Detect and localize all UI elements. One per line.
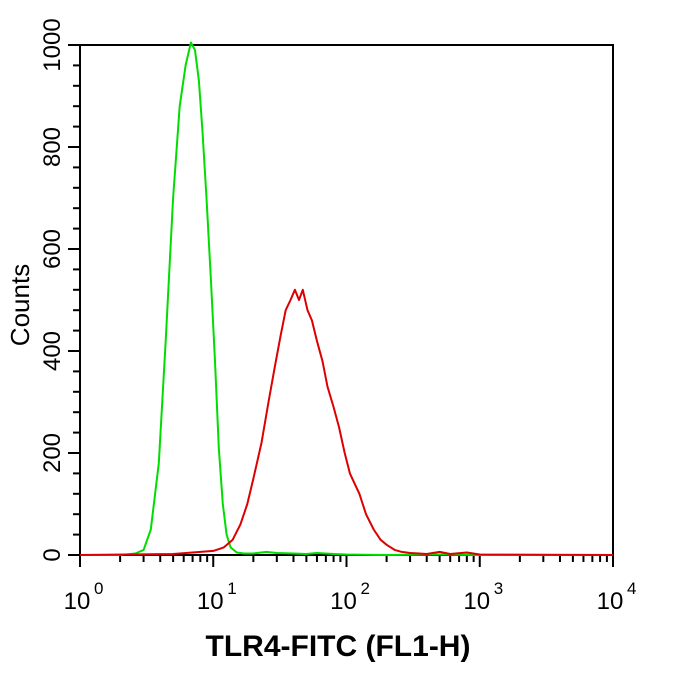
y-axis-tick-labels: 0 200 400 600 800 1000: [39, 18, 66, 561]
y-axis-title: Counts: [5, 264, 35, 346]
x-tick-label: 10 1: [197, 579, 237, 615]
x-tick-exponent: 2: [361, 579, 370, 598]
y-tick-label: 800: [39, 127, 66, 167]
y-tick-label: 600: [39, 229, 66, 269]
series-layer: [79, 41, 614, 556]
x-tick-exponent: 4: [627, 579, 636, 598]
x-tick-exponent: 1: [227, 579, 236, 598]
x-tick-label: 10 4: [597, 579, 637, 615]
y-axis-ticks: [68, 44, 80, 556]
series-line-1: [80, 41, 613, 556]
x-axis-tick-labels: 10 0 10 1 10 2 10 3 10 4: [64, 579, 637, 615]
x-tick-base: 10: [463, 588, 490, 615]
x-tick-exponent: 3: [494, 579, 503, 598]
y-tick-label: 1000: [39, 18, 66, 71]
x-axis-ticks: [79, 555, 614, 567]
x-axis-title: TLR4-FITC (FL1-H): [206, 630, 471, 663]
x-tick-label: 10 0: [64, 579, 104, 615]
y-tick-label: 400: [39, 331, 66, 371]
x-tick-base: 10: [197, 588, 224, 615]
x-tick-base: 10: [597, 588, 624, 615]
y-tick-label: 0: [39, 548, 66, 561]
x-tick-base: 10: [330, 588, 357, 615]
x-tick-label: 10 3: [463, 579, 503, 615]
x-tick-exponent: 0: [94, 579, 103, 598]
plot-frame: [79, 44, 614, 556]
series-line-2: [79, 288, 614, 556]
y-tick-label: 200: [39, 433, 66, 473]
x-tick-base: 10: [64, 588, 91, 615]
x-tick-label: 10 2: [330, 579, 370, 615]
